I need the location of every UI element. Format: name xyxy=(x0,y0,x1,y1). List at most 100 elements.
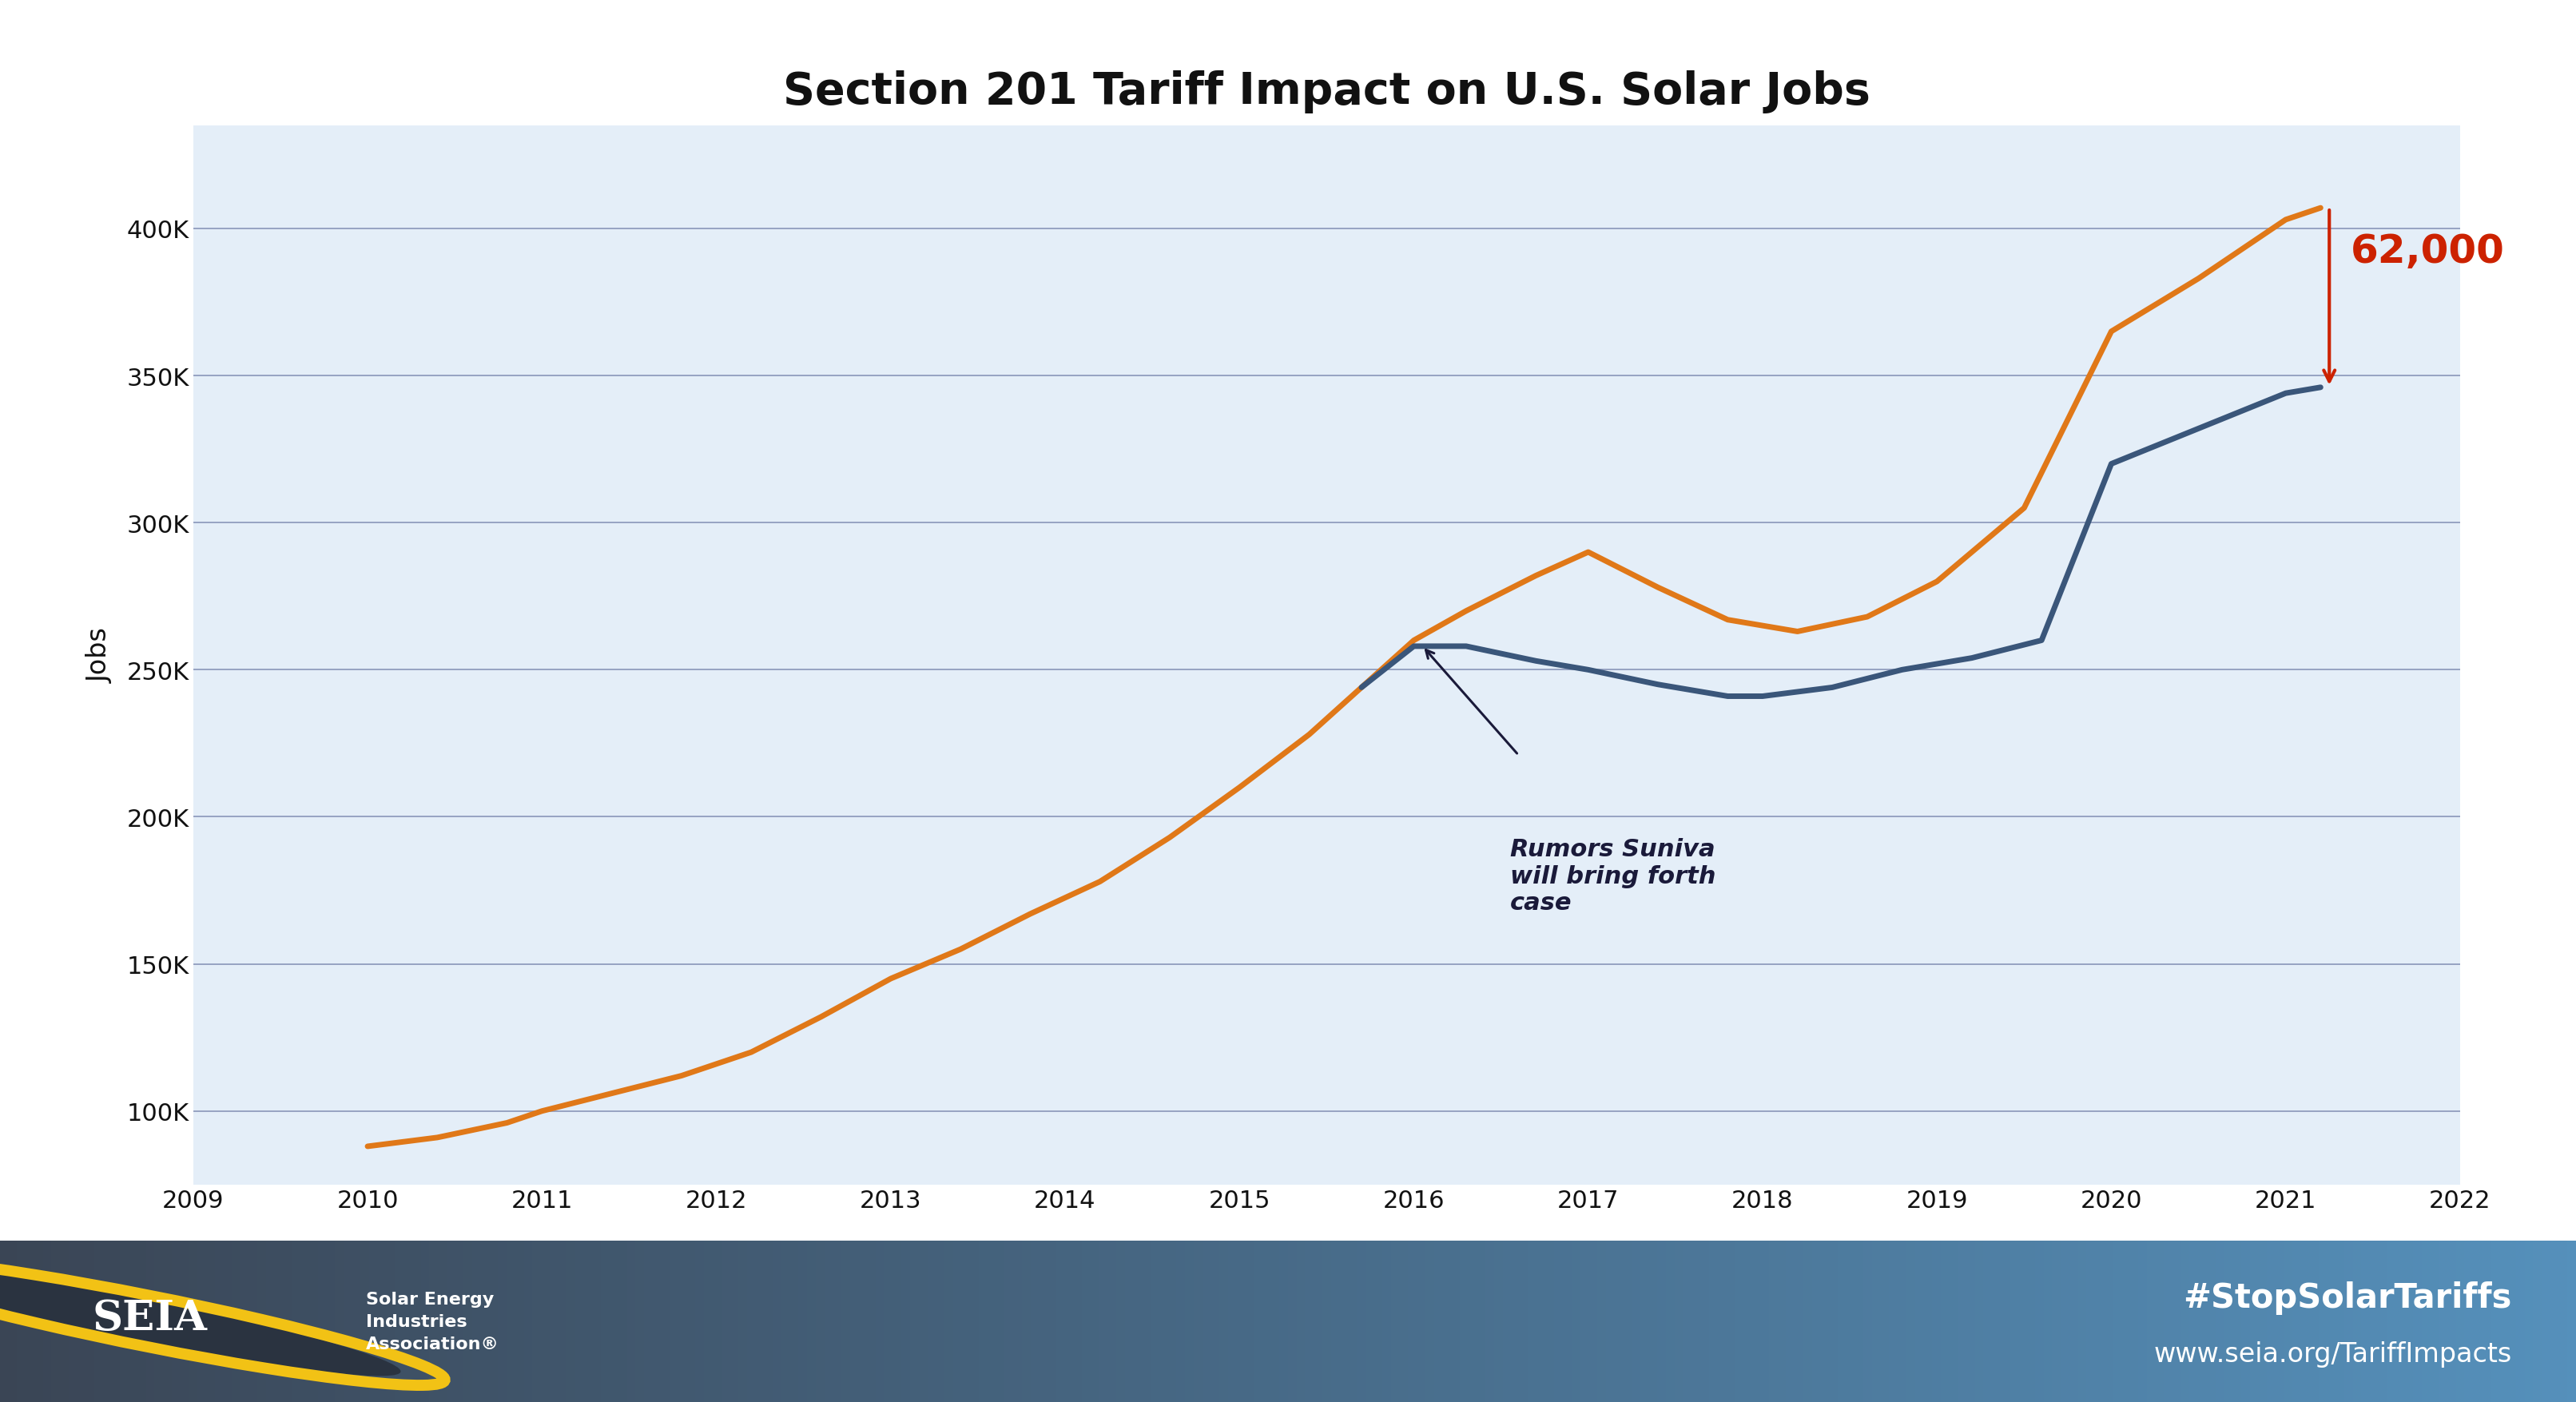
Bar xyxy=(979,1241,989,1402)
Bar xyxy=(1862,1241,1875,1402)
Bar xyxy=(677,1241,690,1402)
Bar xyxy=(2223,1241,2236,1402)
Bar xyxy=(2326,1241,2339,1402)
Bar xyxy=(343,1241,355,1402)
Bar xyxy=(52,1241,62,1402)
Bar xyxy=(1100,1241,1110,1402)
Bar xyxy=(224,1241,234,1402)
Bar xyxy=(1718,1241,1728,1402)
Bar xyxy=(1958,1241,1968,1402)
Bar xyxy=(935,1241,948,1402)
Bar xyxy=(2275,1241,2287,1402)
Bar xyxy=(1023,1241,1033,1402)
Bar xyxy=(1656,1241,1669,1402)
Bar xyxy=(1821,1241,1832,1402)
Bar xyxy=(2568,1241,2576,1402)
Bar xyxy=(1734,1241,1747,1402)
Bar xyxy=(1321,1241,1334,1402)
Bar xyxy=(1744,1241,1754,1402)
Bar xyxy=(1512,1241,1522,1402)
Bar xyxy=(2473,1241,2483,1402)
Bar xyxy=(688,1241,698,1402)
Bar xyxy=(1649,1241,1659,1402)
Bar xyxy=(858,1241,871,1402)
Bar xyxy=(2447,1241,2458,1402)
Bar xyxy=(1435,1241,1445,1402)
Bar xyxy=(2009,1241,2020,1402)
Bar xyxy=(2558,1241,2571,1402)
Bar xyxy=(696,1241,706,1402)
Bar xyxy=(585,1241,595,1402)
Bar xyxy=(945,1241,956,1402)
Bar xyxy=(507,1241,518,1402)
Bar xyxy=(121,1241,131,1402)
Bar xyxy=(1306,1241,1316,1402)
Bar xyxy=(2481,1241,2494,1402)
Bar xyxy=(1770,1241,1780,1402)
Bar xyxy=(2105,1241,2115,1402)
Bar xyxy=(291,1241,304,1402)
Bar xyxy=(70,1241,80,1402)
Bar xyxy=(1314,1241,1324,1402)
Bar xyxy=(1133,1241,1144,1402)
Bar xyxy=(1940,1241,1953,1402)
Bar xyxy=(1811,1241,1824,1402)
Text: www.seia.org/TariffImpacts: www.seia.org/TariffImpacts xyxy=(2154,1340,2512,1367)
Bar xyxy=(1888,1241,1901,1402)
Bar xyxy=(1340,1241,1350,1402)
Bar xyxy=(662,1241,672,1402)
Bar xyxy=(1167,1241,1180,1402)
Bar xyxy=(729,1241,742,1402)
Bar xyxy=(1615,1241,1625,1402)
Bar xyxy=(1391,1241,1401,1402)
Bar xyxy=(379,1241,389,1402)
Bar xyxy=(1795,1241,1806,1402)
Bar xyxy=(2550,1241,2561,1402)
Bar xyxy=(2336,1241,2347,1402)
Bar xyxy=(953,1241,963,1402)
Bar xyxy=(2300,1241,2313,1402)
Bar xyxy=(386,1241,397,1402)
Bar xyxy=(541,1241,551,1402)
Y-axis label: Jobs: Jobs xyxy=(88,628,113,683)
Bar xyxy=(1837,1241,1850,1402)
Bar xyxy=(1708,1241,1721,1402)
Bar xyxy=(1270,1241,1283,1402)
Bar xyxy=(276,1241,286,1402)
Bar xyxy=(361,1241,371,1402)
Bar xyxy=(850,1241,860,1402)
Bar xyxy=(1064,1241,1077,1402)
Bar xyxy=(894,1241,904,1402)
Bar xyxy=(317,1241,330,1402)
Bar xyxy=(44,1241,54,1402)
Bar xyxy=(1571,1241,1582,1402)
Bar xyxy=(1203,1241,1213,1402)
Bar xyxy=(1468,1241,1479,1402)
Bar xyxy=(188,1241,201,1402)
Bar xyxy=(2465,1241,2476,1402)
Bar xyxy=(1914,1241,1927,1402)
Bar xyxy=(2344,1241,2354,1402)
Bar xyxy=(2259,1241,2269,1402)
Bar xyxy=(489,1241,500,1402)
Bar xyxy=(2208,1241,2218,1402)
Bar xyxy=(1597,1241,1607,1402)
Title: Section 201 Tariff Impact on U.S. Solar Jobs: Section 201 Tariff Impact on U.S. Solar … xyxy=(783,70,1870,114)
Bar xyxy=(2311,1241,2321,1402)
Bar xyxy=(2061,1241,2071,1402)
Bar xyxy=(33,1241,46,1402)
Bar xyxy=(1151,1241,1162,1402)
Bar xyxy=(1682,1241,1695,1402)
Bar xyxy=(902,1241,912,1402)
Bar xyxy=(2455,1241,2468,1402)
Bar xyxy=(2002,1241,2012,1402)
Bar xyxy=(1030,1241,1041,1402)
Bar xyxy=(739,1241,750,1402)
Bar xyxy=(2249,1241,2262,1402)
Bar xyxy=(2197,1241,2210,1402)
Bar xyxy=(2215,1241,2226,1402)
Bar xyxy=(574,1241,587,1402)
Bar xyxy=(18,1241,28,1402)
Bar xyxy=(404,1241,415,1402)
Bar xyxy=(971,1241,981,1402)
